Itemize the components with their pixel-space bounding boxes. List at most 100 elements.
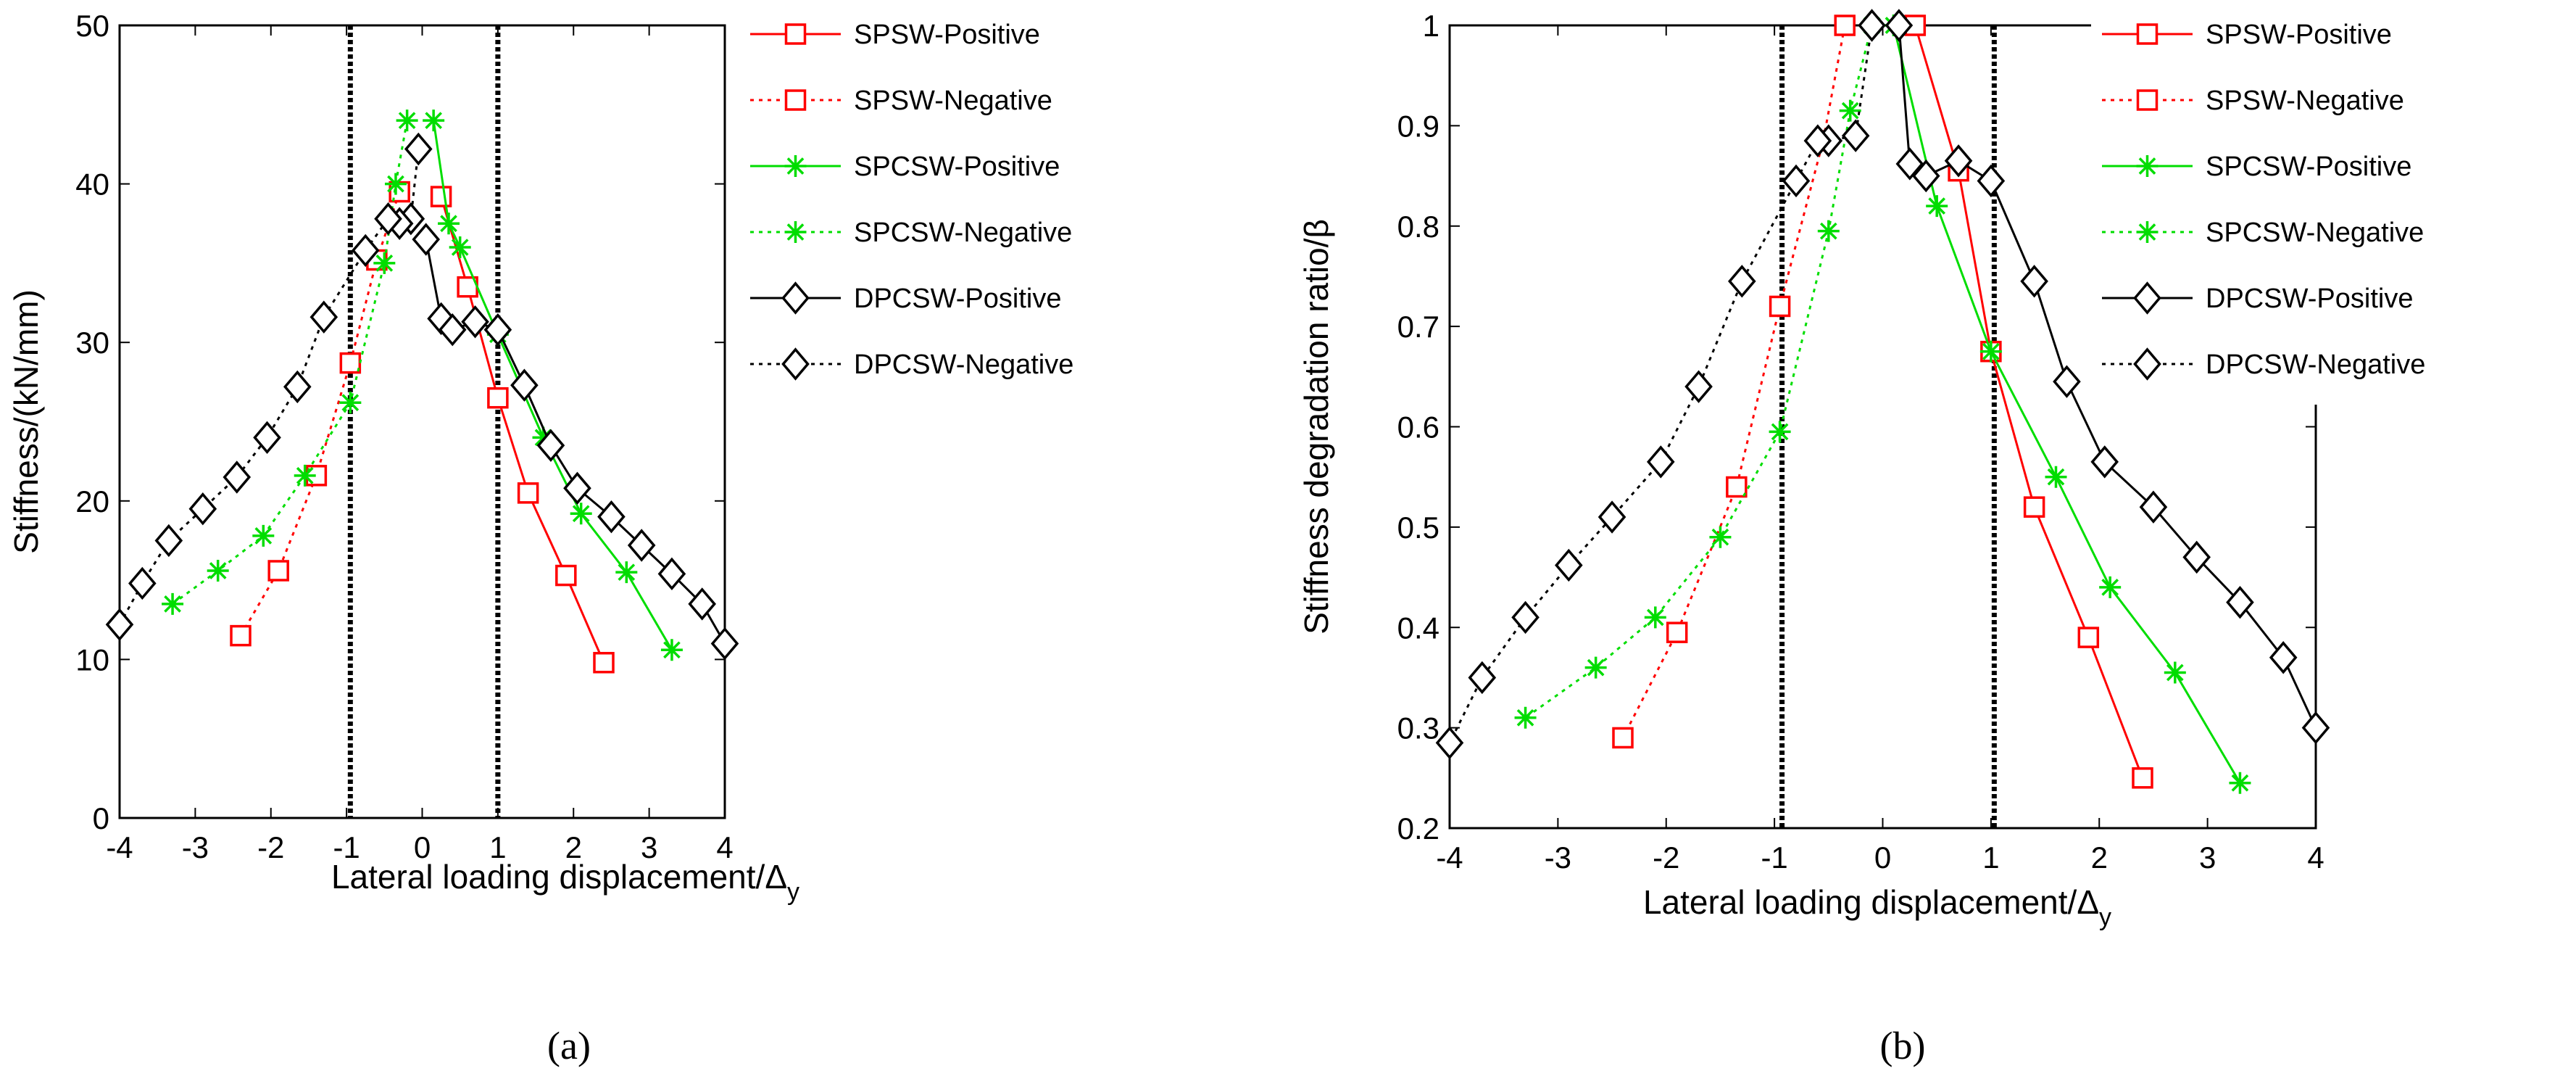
diamond-marker [627, 529, 656, 562]
square-marker [1612, 727, 1634, 749]
diamond-marker [438, 313, 467, 347]
diamond-marker [1895, 147, 1924, 181]
y-tick-label: 30 [75, 326, 109, 360]
star-marker [532, 426, 554, 449]
series-line [1448, 25, 1874, 744]
x-tick-label: 3 [641, 830, 657, 864]
star-marker [615, 561, 638, 584]
star-marker [2045, 466, 2067, 488]
star-marker [2136, 221, 2159, 243]
diamond-marker [309, 300, 338, 334]
x-tick-label: 2 [2091, 840, 2108, 875]
star-marker [384, 173, 407, 195]
star-marker [1926, 195, 1948, 218]
star-marker [2229, 772, 2251, 794]
legend-entry: SPCSW-Negative [2206, 218, 2424, 248]
square-marker [784, 23, 807, 45]
x-tick-label: 0 [414, 830, 431, 864]
star-marker [438, 212, 460, 235]
diamond-marker [1911, 159, 1940, 193]
diamond-marker [563, 471, 591, 505]
star-marker [1584, 656, 1607, 679]
star-marker [1709, 526, 1732, 548]
legend-background [739, 1, 1120, 405]
x-tick-label: -2 [257, 830, 284, 864]
series-dpcsw-negative [105, 132, 433, 642]
square-marker [2077, 627, 2100, 648]
square-marker [1834, 15, 1856, 36]
square-marker [487, 387, 509, 409]
star-marker [207, 559, 229, 582]
diamond-marker [2139, 490, 2168, 524]
star-marker [252, 524, 275, 547]
diamond-marker [1511, 600, 1540, 635]
square-marker [267, 560, 289, 582]
x-tick-label: 4 [716, 830, 733, 864]
star-marker [2099, 576, 2122, 598]
y-axis-label: Stiffness degradation ratio/β [1297, 219, 1335, 635]
series-line [440, 196, 605, 664]
square-marker [784, 89, 807, 111]
diamond-marker [404, 132, 433, 166]
chart-panel-b: -4 -3 -2 -1 0 1 2 3 4 0.2 0.3 0.4 0.5 0.6 0.7 0.8 0.9 1 La… [1297, 1, 2450, 1067]
diamond-marker [2182, 540, 2211, 574]
diamond-marker [710, 627, 739, 661]
series-line [1914, 25, 2144, 779]
y-tick-label: 0.2 [1397, 811, 1439, 846]
legend-entry: SPSW-Negative [854, 86, 1052, 116]
diamond-marker [374, 202, 402, 236]
diamond-marker [351, 233, 380, 268]
diamond-marker [154, 524, 183, 558]
square-marker [1666, 621, 1688, 643]
x-tick-label: -1 [1761, 840, 1787, 875]
legend: SPSW-Positive SPSW-Negative SPCSW-Positive… [2091, 1, 2450, 405]
diamond-marker [1555, 548, 1583, 582]
y-tick-label: 1 [1423, 9, 1439, 43]
square-marker [1726, 476, 1748, 498]
series-dpcsw-positive [1885, 9, 2330, 745]
diamond-marker [2133, 281, 2161, 315]
square-marker [2023, 496, 2045, 518]
star-marker [570, 503, 592, 525]
y-tick-label: 10 [75, 642, 109, 677]
diamond-marker [2269, 641, 2298, 674]
diamond-marker [427, 302, 455, 336]
diamond-marker [1944, 144, 1973, 178]
star-marker [1839, 99, 1861, 122]
series-line [432, 120, 673, 651]
y-tick-label: 0.8 [1397, 210, 1439, 244]
star-marker [1644, 606, 1666, 629]
diamond-marker [1977, 164, 2006, 198]
star-marker [2164, 661, 2186, 684]
diamond-marker [1885, 9, 1914, 42]
diamond-marker [2226, 585, 2254, 619]
legend-background [2091, 1, 2450, 405]
diamond-marker [223, 460, 252, 494]
series-line [172, 120, 409, 606]
legend-entry: SPCSW-Positive [2206, 152, 2411, 182]
diamond-marker [781, 347, 810, 381]
diamond-marker [1728, 265, 1756, 298]
panel-label: (a) [547, 1024, 591, 1067]
series-spsw-negative [230, 181, 410, 647]
diamond-marker [253, 421, 281, 455]
y-tick-label: 0.4 [1397, 611, 1439, 645]
diamond-marker [2020, 265, 2048, 298]
y-tick-label: 0 [93, 801, 109, 835]
diamond-marker [1435, 726, 1464, 760]
diamond-marker [412, 223, 441, 256]
diamond-marker [781, 281, 810, 315]
x-tick-label: -2 [1653, 840, 1679, 875]
x-tick-label: 2 [565, 830, 582, 864]
y-tick-label: 20 [75, 484, 109, 518]
square-marker [430, 186, 452, 207]
y-tick-label: 0.6 [1397, 410, 1439, 445]
series-spsw-positive [430, 186, 615, 674]
diamond-marker [188, 492, 217, 526]
star-marker [784, 155, 807, 177]
x-axis-label: Lateral loading displacement/Δy [1643, 883, 2111, 931]
series-dpcsw-negative [1435, 9, 1886, 760]
x-tick-label: -4 [106, 830, 133, 864]
